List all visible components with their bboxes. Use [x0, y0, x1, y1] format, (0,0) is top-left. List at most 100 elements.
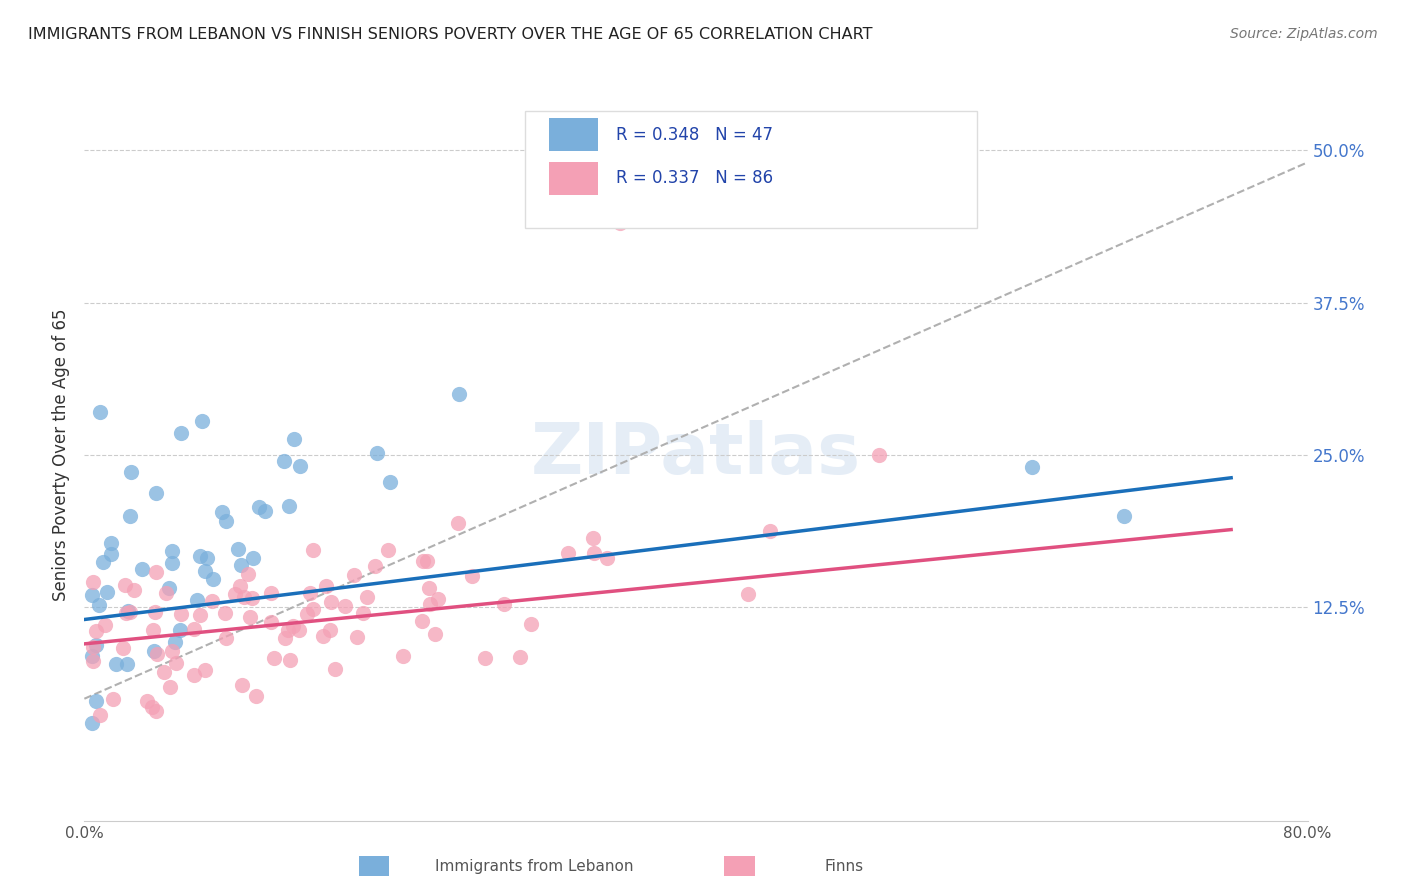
Point — [461, 569, 484, 583]
Point — [84, 624, 107, 638]
Point — [352, 606, 374, 620]
Point — [509, 650, 531, 665]
Point — [283, 618, 305, 632]
Point — [101, 691, 124, 706]
Point — [335, 599, 357, 614]
Point — [100, 547, 122, 561]
Point — [273, 454, 295, 468]
Point — [356, 590, 378, 604]
Point — [319, 623, 342, 637]
Point — [159, 680, 181, 694]
Point — [201, 572, 224, 586]
Point — [312, 629, 335, 643]
Point — [260, 586, 283, 600]
Point — [80, 588, 103, 602]
Point — [288, 623, 311, 637]
Point — [143, 644, 166, 658]
Point — [84, 694, 107, 708]
Point — [557, 546, 579, 560]
Text: ZIPatlas: ZIPatlas — [531, 420, 860, 490]
Point — [295, 607, 318, 621]
Point — [582, 546, 605, 560]
Point — [346, 630, 368, 644]
Point — [411, 614, 433, 628]
FancyBboxPatch shape — [724, 856, 755, 876]
Point — [474, 650, 496, 665]
FancyBboxPatch shape — [524, 112, 977, 228]
Point — [392, 648, 415, 663]
FancyBboxPatch shape — [550, 162, 598, 195]
Point — [229, 579, 252, 593]
Point — [226, 541, 249, 556]
Point — [194, 565, 217, 579]
Point — [273, 632, 295, 646]
Point — [609, 216, 631, 230]
Point — [146, 648, 169, 662]
Point — [162, 643, 184, 657]
Point — [737, 587, 759, 601]
Point — [364, 559, 387, 574]
Point — [157, 581, 180, 595]
Point — [188, 549, 211, 563]
Point — [122, 582, 145, 597]
Point — [200, 594, 222, 608]
Point — [238, 566, 260, 581]
Point — [419, 597, 441, 611]
Point — [214, 607, 236, 621]
Point — [224, 587, 246, 601]
Point — [183, 668, 205, 682]
Point — [100, 536, 122, 550]
Point — [80, 648, 103, 663]
Point — [239, 610, 262, 624]
Point — [302, 543, 325, 558]
Point — [89, 598, 111, 612]
Point — [245, 690, 267, 704]
Point — [80, 715, 103, 730]
Point — [84, 638, 107, 652]
Point — [520, 617, 543, 632]
Point — [299, 586, 322, 600]
Point — [104, 657, 127, 672]
Point — [169, 624, 191, 638]
Point — [120, 466, 142, 480]
Point — [321, 595, 343, 609]
Point — [427, 591, 450, 606]
Point — [377, 543, 399, 558]
Y-axis label: Seniors Poverty Over the Age of 65: Seniors Poverty Over the Age of 65 — [52, 309, 70, 601]
Point — [242, 551, 264, 566]
Point — [162, 543, 184, 558]
Point — [160, 556, 183, 570]
Point — [416, 554, 439, 568]
Point — [302, 602, 325, 616]
Point — [240, 591, 263, 606]
Text: Source: ZipAtlas.com: Source: ZipAtlas.com — [1230, 27, 1378, 41]
Point — [82, 654, 104, 668]
Point — [165, 656, 187, 670]
Point — [114, 578, 136, 592]
Point — [170, 607, 193, 621]
Point — [423, 627, 446, 641]
Point — [343, 568, 366, 582]
Point — [492, 597, 515, 611]
Point — [315, 580, 337, 594]
Point — [229, 558, 252, 573]
Point — [186, 592, 208, 607]
Point — [163, 635, 186, 649]
Point — [115, 657, 138, 671]
Point — [136, 693, 159, 707]
Point — [112, 641, 135, 656]
Point — [449, 387, 471, 401]
Point — [152, 665, 174, 680]
Point — [869, 448, 891, 462]
Point — [194, 664, 217, 678]
Point — [170, 425, 193, 440]
Point — [115, 607, 138, 621]
Point — [215, 631, 238, 645]
Point — [260, 615, 283, 630]
Point — [277, 623, 299, 637]
Point — [582, 531, 605, 545]
Point — [191, 414, 214, 428]
Text: Immigrants from Lebanon: Immigrants from Lebanon — [434, 859, 634, 874]
Point — [412, 554, 434, 568]
Point — [283, 432, 305, 446]
